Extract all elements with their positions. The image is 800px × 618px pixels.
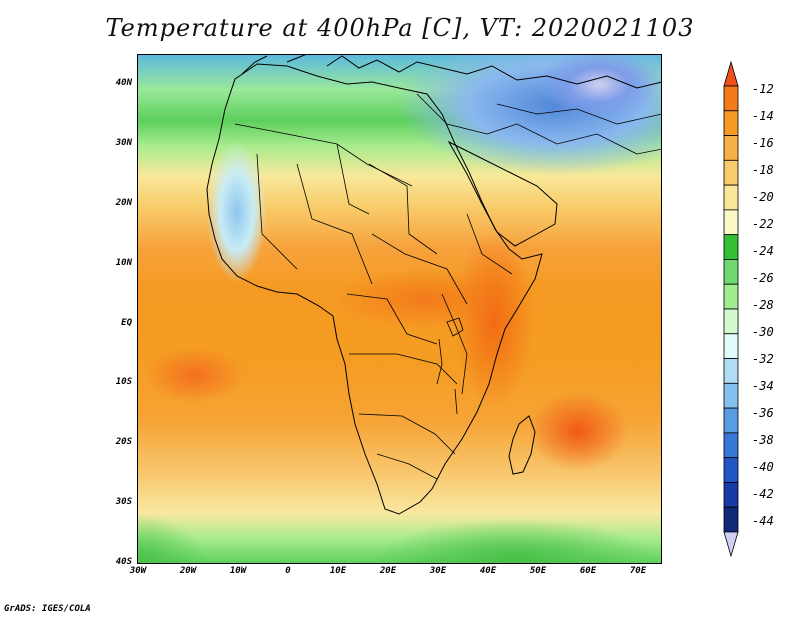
colorbar-label: -40 (752, 460, 774, 474)
lake-malawi (454, 388, 458, 415)
colorbar-label: -28 (752, 298, 774, 312)
colorbar-swatch (723, 283, 739, 310)
lat-label: 20S (115, 437, 132, 447)
arabia-coastline (447, 140, 558, 247)
lat-label: 40S (115, 557, 132, 567)
grads-credit: GrADS: IGES/COLA (4, 604, 91, 614)
colorbar-swatch (723, 457, 739, 483)
temperature-map (137, 54, 662, 564)
colorbar-label: -16 (752, 136, 774, 150)
lat-label: 40N (115, 78, 132, 88)
colorbar-label: -44 (752, 514, 774, 528)
colorbar-swatch (723, 308, 739, 335)
colorbar-swatch (723, 358, 739, 384)
colorbar-label: -22 (752, 217, 774, 231)
colorbar-swatch (723, 85, 739, 112)
lon-label: 50E (529, 566, 547, 576)
lat-label: 10N (115, 258, 132, 268)
colorbar-label: -18 (752, 163, 774, 177)
colorbar-swatch (723, 234, 739, 260)
colorbar-label: -20 (752, 190, 774, 204)
colorbar-label: -42 (752, 487, 774, 501)
map-title: Temperature at 400hPa [C], VT: 202002110… (105, 14, 695, 42)
colorbar-label: -24 (752, 244, 774, 258)
lat-label: 30S (115, 497, 132, 507)
europe-coastline (241, 54, 662, 89)
colorbar-label: -12 (752, 82, 774, 96)
colorbar-swatch (723, 506, 739, 533)
colorbar-label: -38 (752, 433, 774, 447)
colorbar-swatch (723, 159, 739, 186)
lat-label: 10S (115, 377, 132, 387)
colorbar-top-triangle (723, 60, 739, 87)
colorbar-swatch (723, 110, 739, 136)
lon-label: 30E (429, 566, 447, 576)
madagascar-coastline (508, 415, 536, 475)
lon-label: 70E (629, 566, 647, 576)
colorbar-swatch (723, 135, 739, 161)
africa-coastline (206, 63, 543, 515)
colorbar-bottom-triangle (723, 531, 739, 558)
colorbar-label: -26 (752, 271, 774, 285)
lon-label: 20E (379, 566, 397, 576)
colorbar (723, 60, 739, 558)
colorbar-swatch (723, 482, 739, 508)
lat-label: EQ (121, 318, 132, 328)
lon-label: 10E (329, 566, 347, 576)
colorbar-swatch (723, 209, 739, 236)
lon-label: 60E (579, 566, 597, 576)
colorbar-label: -14 (752, 109, 774, 123)
colorbar-label: -32 (752, 352, 774, 366)
lat-label: 30N (115, 138, 132, 148)
colorbar-swatch (723, 184, 739, 211)
lake-victoria (446, 317, 464, 337)
colorbar-swatch (723, 382, 739, 409)
lon-label: 10W (229, 566, 247, 576)
colorbar-swatch (723, 333, 739, 359)
lon-label: 40E (479, 566, 497, 576)
colorbar-swatch (723, 432, 739, 459)
coastlines-overlay (206, 54, 662, 515)
lat-label: 20N (115, 198, 132, 208)
lon-label: 0 (285, 566, 291, 576)
colorbar-swatches (723, 60, 739, 558)
colorbar-label: -34 (752, 379, 774, 393)
colorbar-swatch (723, 407, 739, 434)
lon-label: 20W (179, 566, 197, 576)
colorbar-label: -36 (752, 406, 774, 420)
colorbar-label: -30 (752, 325, 774, 339)
lon-label: 30W (129, 566, 147, 576)
colorbar-swatch (723, 259, 739, 285)
lake-tanganyika (436, 338, 443, 385)
country-borders (234, 93, 662, 480)
